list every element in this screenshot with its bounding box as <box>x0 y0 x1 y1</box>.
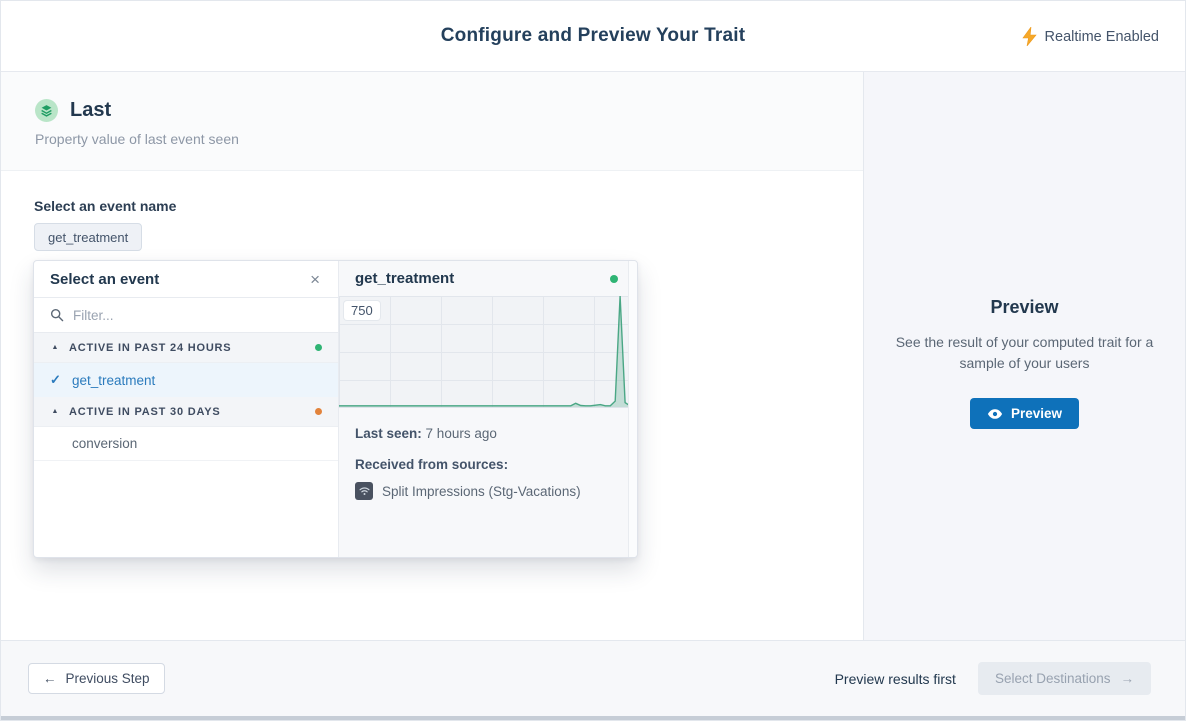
select-destinations-label: Select Destinations <box>994 671 1111 686</box>
step-footer: ← Previous Step Preview results first Se… <box>1 640 1185 716</box>
event-group-header-24h[interactable]: ▲ ACTIVE IN PAST 24 HOURS <box>34 333 338 363</box>
last-seen-value: 7 hours ago <box>425 426 497 441</box>
footer-hint: Preview results first <box>834 670 956 687</box>
source-wifi-icon <box>355 482 373 500</box>
layers-icon <box>41 105 52 117</box>
popover-scrollbar[interactable] <box>628 261 637 557</box>
previous-step-button[interactable]: ← Previous Step <box>28 663 165 694</box>
group-label: ACTIVE IN PAST 30 DAYS <box>69 405 221 418</box>
event-option-get-treatment[interactable]: ✓ get_treatment <box>34 363 338 397</box>
selected-event-chip[interactable]: get_treatment <box>34 223 143 251</box>
y-axis-tick-label: 750 <box>344 301 380 320</box>
chart-area-fill <box>339 296 630 407</box>
group-status-dot <box>315 408 322 415</box>
top-header: Configure and Preview Your Trait Realtim… <box>1 1 1185 72</box>
eye-icon <box>987 408 1003 419</box>
event-detail-pane: get_treatment 750 Last seen: 7 hours ago <box>339 261 637 557</box>
preview-title: Preview <box>990 297 1059 317</box>
event-volume-chart-svg <box>339 296 630 407</box>
event-select-label: Select an event name <box>34 198 177 214</box>
event-option-conversion[interactable]: conversion <box>34 427 338 461</box>
event-option-label: conversion <box>72 436 138 451</box>
close-icon[interactable]: × <box>310 269 320 289</box>
event-select-popover: Select an event × ▲ ACTIVE IN PAST 24 HO… <box>33 260 638 558</box>
check-icon: ✓ <box>50 372 61 387</box>
event-filter-input[interactable] <box>73 307 322 323</box>
event-list-pane: Select an event × ▲ ACTIVE IN PAST 24 HO… <box>34 261 339 557</box>
source-name: Split Impressions (Stg-Vacations) <box>382 483 581 499</box>
preview-button[interactable]: Preview <box>969 398 1080 429</box>
arrow-left-icon: ← <box>43 671 57 686</box>
collapse-icon[interactable]: ▲ <box>51 408 59 415</box>
main-content: Last Property value of last event seen S… <box>1 72 865 640</box>
event-volume-chart: 750 <box>339 296 630 408</box>
event-detail-title: get_treatment <box>355 270 455 287</box>
last-seen-label: Last seen: <box>355 426 422 441</box>
realtime-label: Realtime Enabled <box>1044 28 1159 45</box>
event-group-header-30d[interactable]: ▲ ACTIVE IN PAST 30 DAYS <box>34 397 338 427</box>
trait-header: Last Property value of last event seen <box>1 72 865 171</box>
event-status-dot <box>610 274 618 283</box>
select-destinations-button[interactable]: Select Destinations → <box>977 662 1151 695</box>
trait-description: Property value of last event seen <box>35 131 239 147</box>
preview-description: See the result of your computed trait fo… <box>895 334 1154 371</box>
event-filter-row <box>34 298 338 333</box>
lightning-bolt-icon <box>1021 27 1037 46</box>
search-icon <box>50 308 64 322</box>
preview-sidebar: Preview See the result of your computed … <box>863 72 1185 640</box>
previous-step-label: Previous Step <box>65 671 150 686</box>
collapse-icon[interactable]: ▲ <box>51 344 59 351</box>
realtime-status: Realtime Enabled <box>1021 1 1159 72</box>
bottom-edge-strip <box>1 716 1185 720</box>
popover-title: Select an event <box>50 270 160 288</box>
event-option-label: get_treatment <box>72 372 156 388</box>
arrow-right-icon: → <box>1120 671 1135 686</box>
page-title: Configure and Preview Your Trait <box>440 25 746 46</box>
group-status-dot <box>315 344 322 351</box>
event-detail-body: Last seen: 7 hours ago Received from sou… <box>339 408 637 518</box>
source-row: Split Impressions (Stg-Vacations) <box>355 482 621 500</box>
group-label: ACTIVE IN PAST 24 HOURS <box>69 341 232 354</box>
trait-type-icon <box>35 99 58 122</box>
sources-label: Received from sources: <box>355 457 509 472</box>
trait-name: Last <box>70 99 112 121</box>
chart-line <box>339 296 630 407</box>
preview-button-label: Preview <box>1010 406 1063 421</box>
